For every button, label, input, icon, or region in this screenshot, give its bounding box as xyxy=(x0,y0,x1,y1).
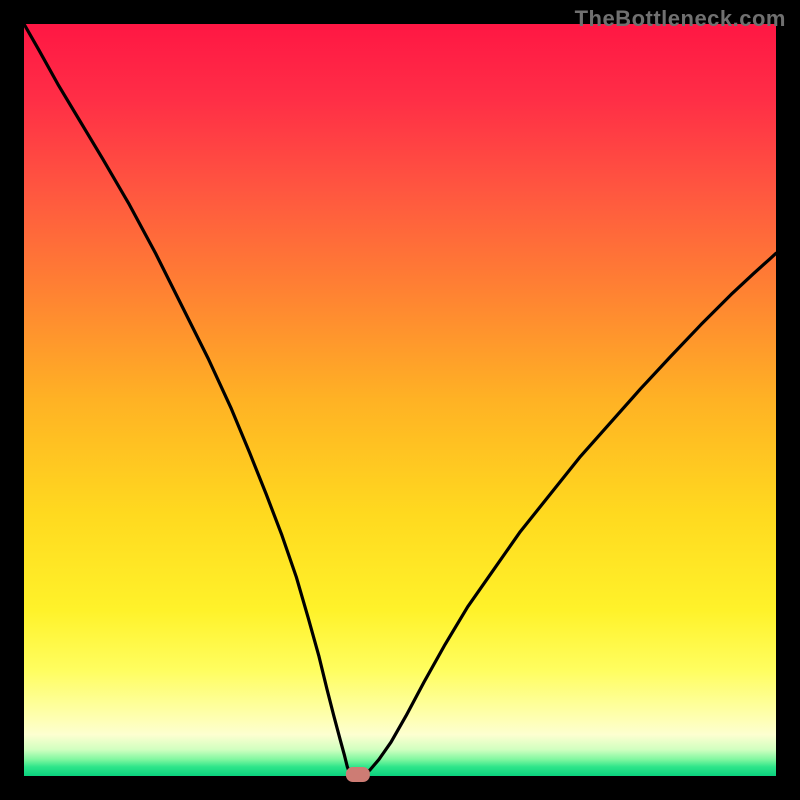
chart-container: TheBottleneck.com xyxy=(0,0,800,800)
optimal-point-marker xyxy=(346,767,370,782)
plot-svg xyxy=(0,0,800,800)
watermark-label: TheBottleneck.com xyxy=(575,6,786,32)
plot-background xyxy=(24,24,776,776)
